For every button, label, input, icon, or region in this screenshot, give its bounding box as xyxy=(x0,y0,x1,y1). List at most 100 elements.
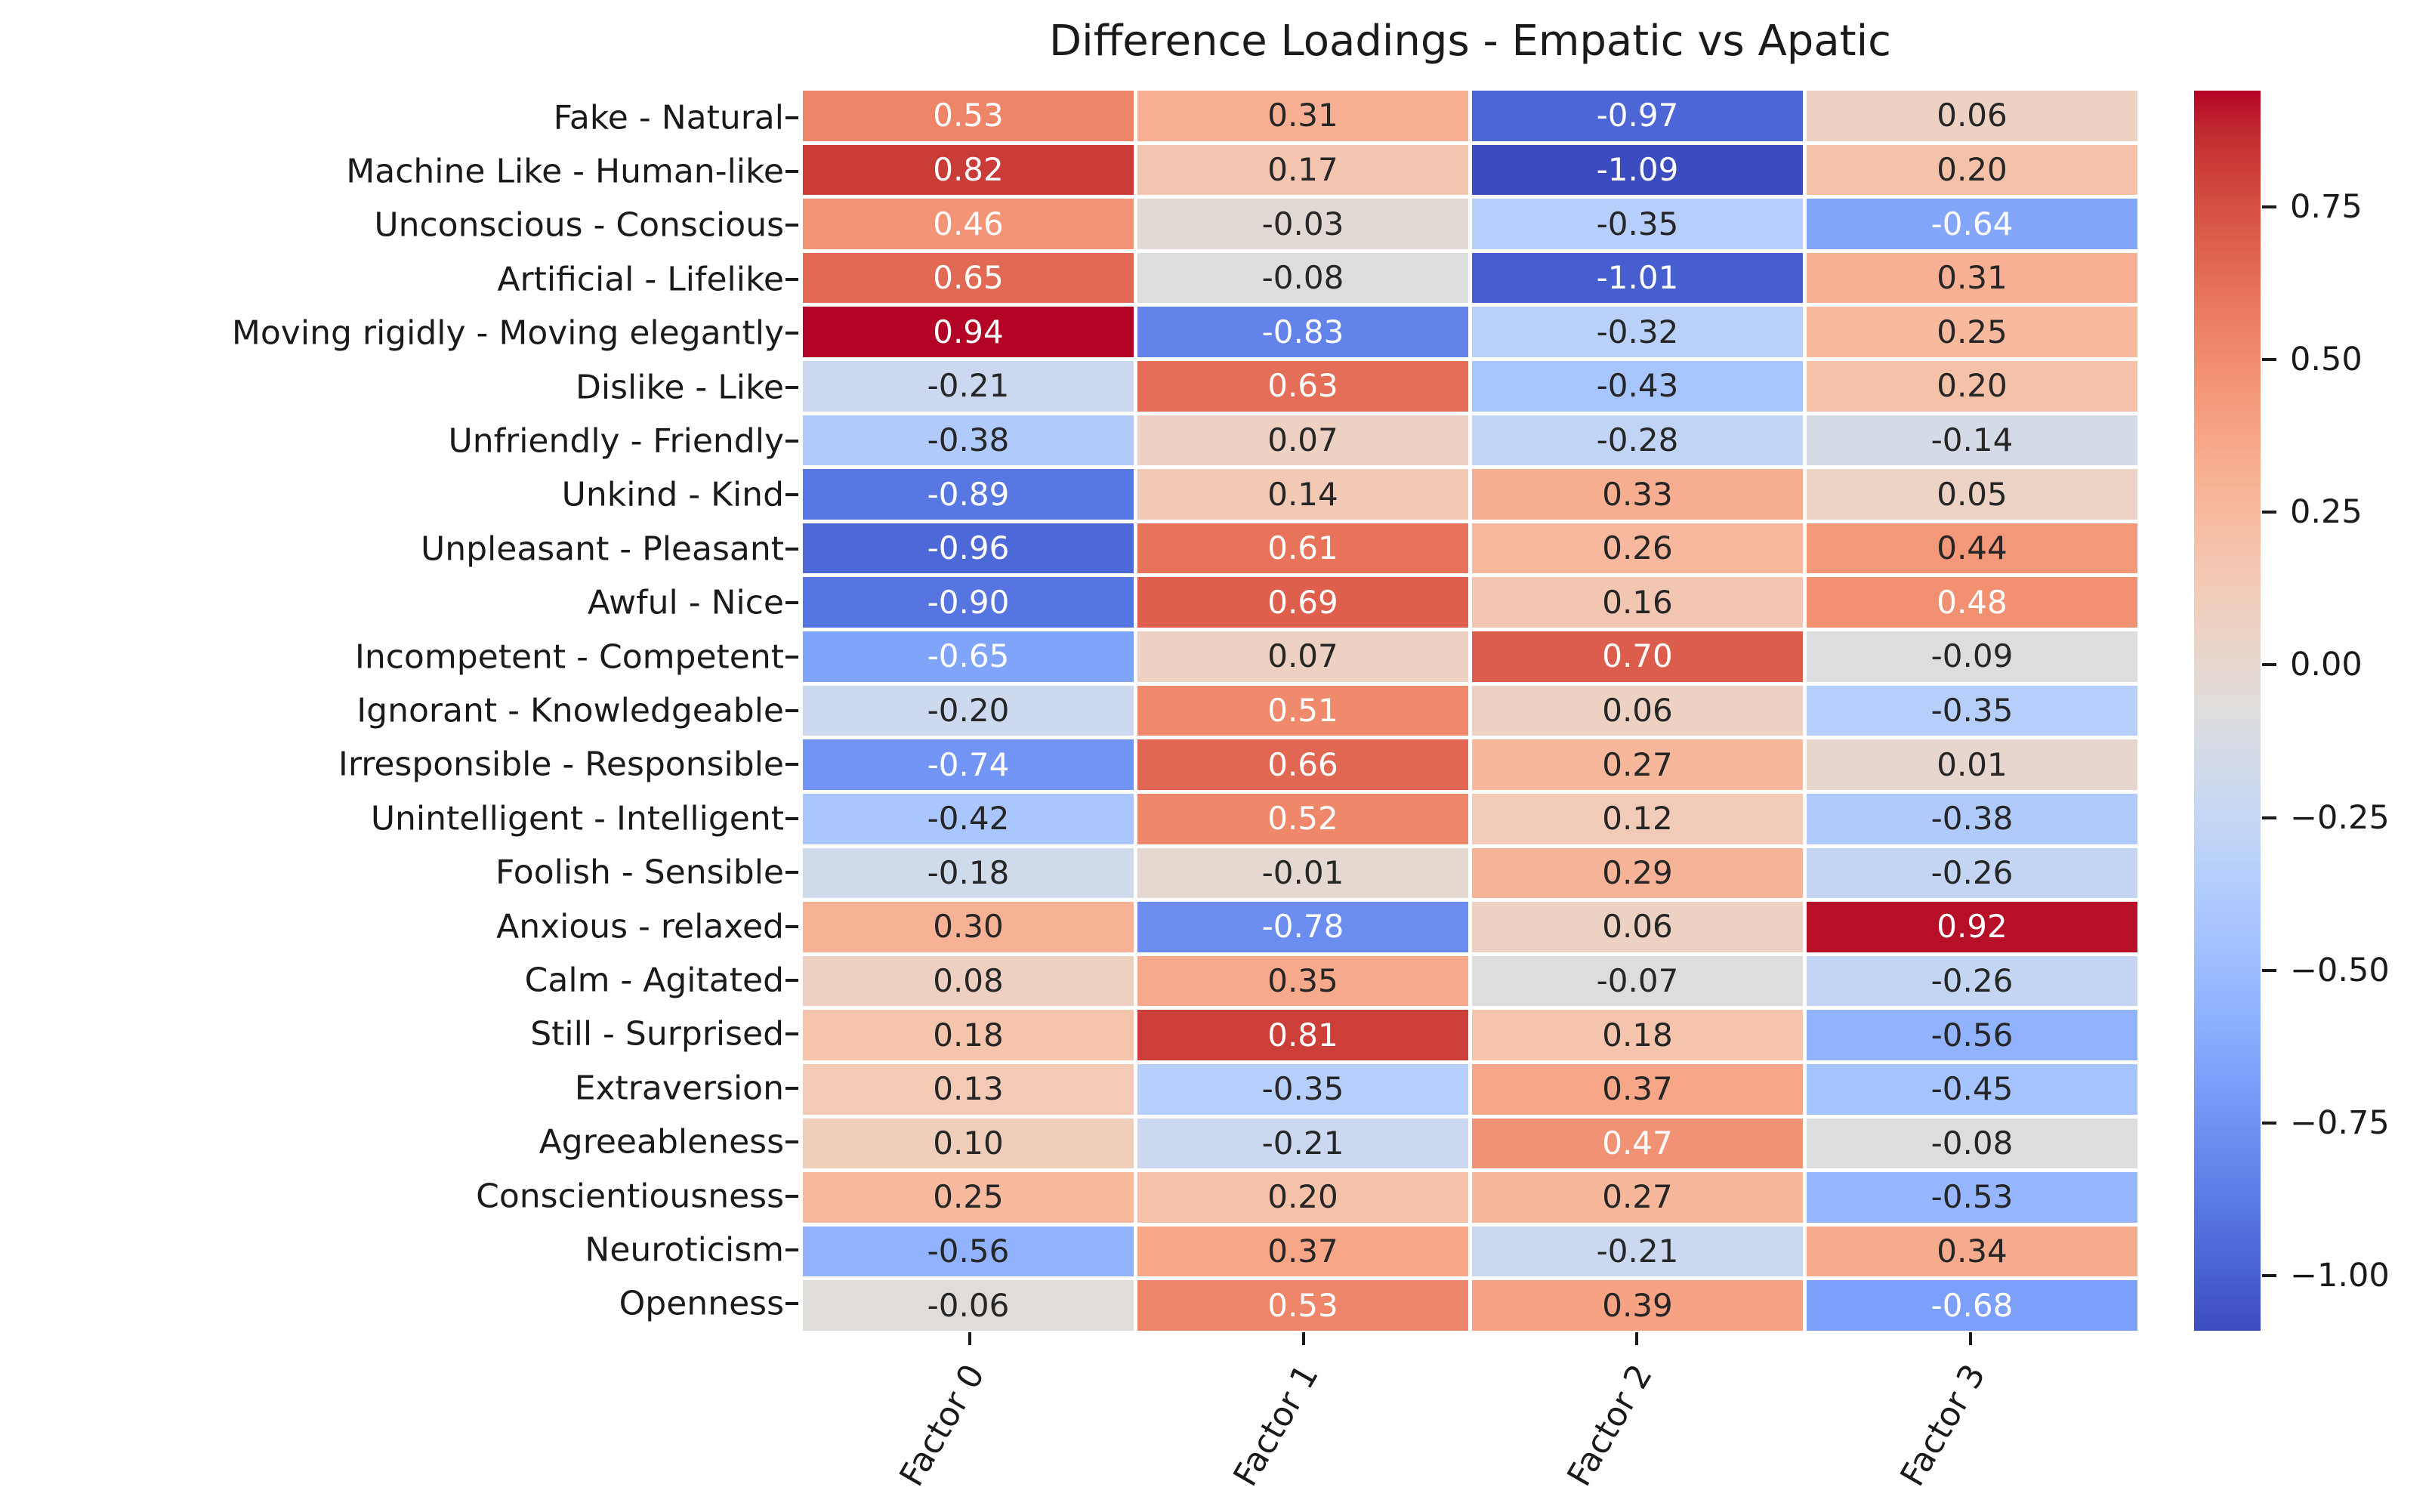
x-axis-tick xyxy=(1301,1332,1305,1345)
heatmap-cell: -0.65 xyxy=(803,631,1134,682)
heatmap-cell: 0.06 xyxy=(1472,902,1803,952)
y-axis-tick xyxy=(785,978,798,982)
heatmap-cell: 0.47 xyxy=(1472,1118,1803,1169)
colorbar-tick xyxy=(2262,205,2276,208)
row-label: Unintelligent - Intelligent xyxy=(370,799,784,838)
y-axis-tick xyxy=(785,1302,798,1306)
row-label: Incompetent - Competent xyxy=(354,637,784,677)
row-label: Unfriendly - Friendly xyxy=(448,421,784,461)
x-axis-tick xyxy=(1635,1332,1639,1345)
heatmap-cell: -0.03 xyxy=(1137,199,1468,249)
x-axis-label: Factor 1 xyxy=(1226,1358,1326,1493)
colorbar-tick xyxy=(2262,511,2276,514)
heatmap-cell: -0.64 xyxy=(1807,199,2137,249)
heatmap-cell: -0.32 xyxy=(1472,307,1803,358)
heatmap-cell: 0.31 xyxy=(1137,91,1468,141)
colorbar-tick xyxy=(2262,1274,2276,1278)
y-axis-tick xyxy=(785,1032,798,1036)
y-axis-tick xyxy=(785,1086,798,1090)
y-axis-tick xyxy=(785,332,798,335)
row-label: Calm - Agitated xyxy=(524,961,784,1000)
heatmap-cell: 0.65 xyxy=(803,252,1134,304)
heatmap-cell: -0.35 xyxy=(1137,1063,1468,1115)
y-axis-tick xyxy=(785,224,798,227)
heatmap-cell: 0.18 xyxy=(1472,1010,1803,1060)
y-axis-tick xyxy=(785,709,798,712)
y-axis-tick xyxy=(785,440,798,443)
y-axis-tick xyxy=(785,924,798,928)
heatmap-cell: 0.61 xyxy=(1137,523,1468,574)
heatmap-cell: 0.10 xyxy=(803,1118,1134,1169)
row-label: Unkind - Kind xyxy=(561,475,784,514)
heatmap-cell: 0.46 xyxy=(803,199,1134,249)
heatmap-cell: 0.39 xyxy=(1472,1280,1803,1331)
heatmap-cell: -0.35 xyxy=(1472,199,1803,249)
heatmap-cell: -0.53 xyxy=(1807,1172,2137,1223)
colorbar-tick xyxy=(2262,816,2276,819)
colorbar-tick xyxy=(2262,663,2276,667)
heatmap-cell: 0.12 xyxy=(1472,793,1803,844)
heatmap-cell: -0.09 xyxy=(1807,631,2137,682)
row-label: Machine Like - Human-like xyxy=(346,152,784,191)
x-axis-tick xyxy=(1969,1332,1973,1345)
heatmap-cell: -0.97 xyxy=(1472,91,1803,141)
colorbar-tick-label: −0.50 xyxy=(2290,951,2390,989)
colorbar-tick xyxy=(2262,357,2276,361)
heatmap-cell: -0.26 xyxy=(1807,955,2137,1007)
y-axis-tick xyxy=(785,871,798,875)
colorbar-tick-label: −1.00 xyxy=(2290,1257,2390,1295)
heatmap-cell: -0.43 xyxy=(1472,361,1803,412)
heatmap-cell: 0.20 xyxy=(1807,144,2137,196)
heatmap-cell: 0.92 xyxy=(1807,902,2137,952)
heatmap-cell: 0.82 xyxy=(803,144,1134,196)
y-axis-tick xyxy=(785,277,798,281)
y-axis-tick xyxy=(785,493,798,497)
heatmap-cell: -1.01 xyxy=(1472,252,1803,304)
row-label: Dislike - Like xyxy=(575,368,784,407)
row-label: Foolish - Sensible xyxy=(495,853,784,892)
heatmap-cell: -0.06 xyxy=(803,1280,1134,1331)
heatmap-cell: -1.09 xyxy=(1472,144,1803,196)
heatmap-cell: 0.26 xyxy=(1472,523,1803,574)
heatmap-cell: 0.05 xyxy=(1807,469,2137,520)
row-label: Conscientiousness xyxy=(476,1177,784,1216)
colorbar-tick xyxy=(2262,1121,2276,1125)
heatmap-cell: 0.94 xyxy=(803,307,1134,358)
heatmap-cell: 0.51 xyxy=(1137,685,1468,736)
heatmap-cell: -0.21 xyxy=(1137,1118,1468,1169)
y-axis-tick xyxy=(785,547,798,551)
heatmap-cell: -0.20 xyxy=(803,685,1134,736)
heatmap-cell: 0.53 xyxy=(1137,1280,1468,1331)
heatmap-cell: -0.90 xyxy=(803,577,1134,628)
heatmap-cell: -0.38 xyxy=(803,415,1134,466)
heatmap-cell: 0.37 xyxy=(1137,1226,1468,1277)
row-label: Neuroticism xyxy=(585,1230,784,1270)
heatmap-cell: 0.48 xyxy=(1807,577,2137,628)
heatmap-cell: -0.45 xyxy=(1807,1063,2137,1115)
heatmap-cell: -0.56 xyxy=(803,1226,1134,1277)
heatmap-cell: 0.44 xyxy=(1807,523,2137,574)
y-axis-tick xyxy=(785,601,798,605)
colorbar-tick-label: 0.00 xyxy=(2290,646,2363,684)
heatmap-cell: -0.14 xyxy=(1807,415,2137,466)
row-label: Extraversion xyxy=(574,1069,784,1108)
x-axis-label: Factor 2 xyxy=(1560,1358,1660,1493)
heatmap-cell: -0.08 xyxy=(1807,1118,2137,1169)
heatmap-cell: 0.53 xyxy=(803,91,1134,141)
row-label: Agreeableness xyxy=(539,1122,784,1162)
heatmap-cell: 0.20 xyxy=(1807,361,2137,412)
heatmap-cell: 0.66 xyxy=(1137,739,1468,790)
heatmap-cell: 0.08 xyxy=(803,955,1134,1007)
heatmap: 0.53 0.31 -0.97 0.06 0.82 0.17 -1.09 0.20 0.46 -0… xyxy=(803,91,2137,1331)
heatmap-cell: 0.06 xyxy=(1807,91,2137,141)
heatmap-cell: -0.96 xyxy=(803,523,1134,574)
heatmap-cell: 0.30 xyxy=(803,902,1134,952)
heatmap-cell: 0.01 xyxy=(1807,739,2137,790)
heatmap-cell: 0.13 xyxy=(803,1063,1134,1115)
heatmap-cell: -0.78 xyxy=(1137,902,1468,952)
row-label: Still - Surprised xyxy=(530,1014,784,1054)
y-axis-tick xyxy=(785,816,798,820)
row-label: Ignorant - Knowledgeable xyxy=(356,691,784,730)
heatmap-cell: -0.21 xyxy=(803,361,1134,412)
